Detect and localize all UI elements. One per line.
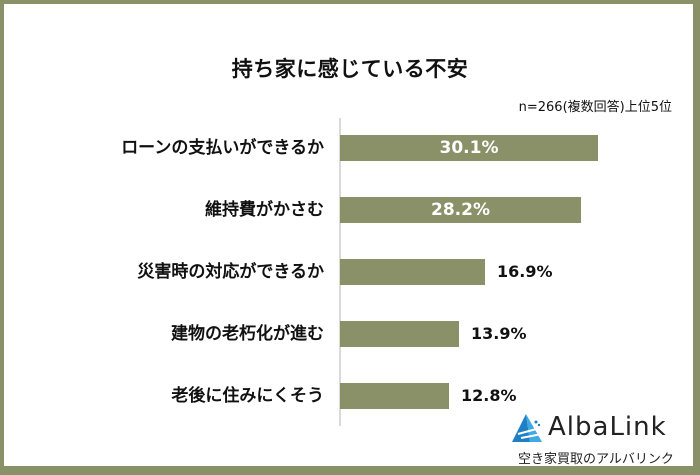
bar — [340, 259, 485, 285]
category-label: 維持費がかさむ — [205, 200, 324, 220]
bar — [340, 321, 459, 347]
value-label: 30.1% — [439, 138, 499, 158]
bar: 30.1% — [340, 135, 598, 161]
category-label: 災害時の対応ができるか — [137, 262, 324, 282]
mountain-logo-icon — [512, 414, 543, 442]
value-label: 13.9% — [471, 324, 527, 343]
chart-title: 持ち家に感じている不安 — [231, 57, 469, 81]
logo-wordmark: AlbaLink — [548, 412, 667, 442]
logo-subtitle: 空き家買取のアルバリンク — [518, 452, 674, 467]
category-label: ローンの支払いができるか — [121, 138, 324, 158]
bar-row: 老後に住みにくそう 12.8% — [0, 382, 700, 410]
category-label: 老後に住みにくそう — [171, 386, 324, 406]
bar — [340, 383, 449, 409]
bar-row: 建物の老朽化が進む 13.9% — [0, 320, 700, 348]
bar-row: 維持費がかさむ 28.2% — [0, 196, 700, 224]
value-label: 12.8% — [461, 386, 517, 405]
bar-row: ローンの支払いができるか 30.1% — [0, 134, 700, 162]
sample-note: n=266(複数回答)上位5位 — [518, 100, 672, 115]
bar-row: 災害時の対応ができるか 16.9% — [0, 258, 700, 286]
value-label: 16.9% — [497, 262, 553, 281]
category-label: 建物の老朽化が進む — [171, 324, 324, 344]
bar: 28.2% — [340, 197, 581, 223]
value-label: 28.2% — [431, 200, 490, 220]
albalink-logo: AlbaLink 空き家買取のアルバリンク — [510, 410, 680, 467]
